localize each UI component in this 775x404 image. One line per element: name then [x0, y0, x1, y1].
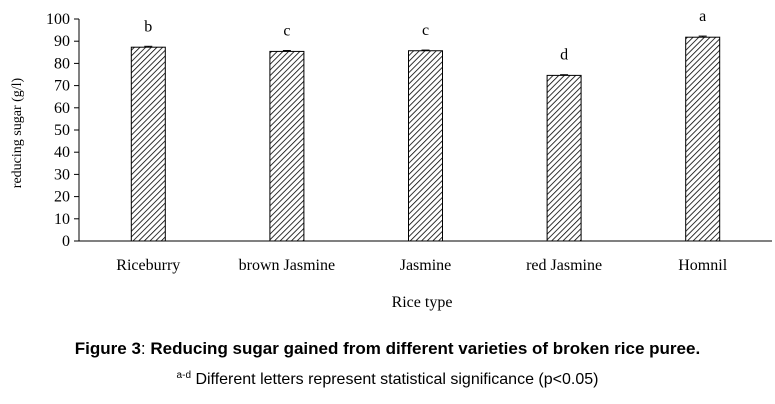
x-tick-label: red Jasmine	[526, 257, 602, 274]
y-tick-label: 30	[54, 166, 70, 183]
significance-note: a-d Different letters represent statisti…	[0, 370, 775, 389]
bar-chart: 0 10 20 30 40 50 60 70 80 90 100 b c c d a Riceburry br…	[10, 8, 772, 311]
bar	[685, 36, 721, 242]
bar	[130, 46, 166, 242]
y-tick-label: 10	[54, 211, 70, 228]
x-tick-label: brown Jasmine	[239, 257, 335, 274]
bar	[408, 50, 443, 242]
significance-letter: a	[699, 8, 706, 25]
y-tick-label: 90	[54, 33, 70, 50]
x-axis-tick-labels: Riceburry brown Jasmine Jasmine red Jasmine…	[116, 257, 727, 274]
y-tick-label: 80	[54, 55, 70, 72]
caption-text: Reducing sugar gained from different var…	[145, 339, 701, 358]
significance-letters: b c c d a	[144, 8, 706, 64]
significance-letter: b	[144, 18, 152, 35]
y-tick-label: 60	[54, 100, 70, 117]
y-tick-label: 70	[54, 78, 70, 95]
x-tick-label: Jasmine	[400, 257, 452, 274]
y-tick-label: 0	[62, 233, 70, 250]
y-axis-title: reducing sugar (g/l)	[10, 77, 25, 188]
bar	[546, 74, 582, 242]
note-superscript: a-d	[176, 370, 191, 381]
bars	[130, 35, 721, 242]
x-tick-label: Homnil	[678, 257, 727, 274]
note-text: Different letters represent statistical …	[191, 371, 599, 388]
y-axis-ticks: 0 10 20 30 40 50 60 70 80 90 100	[46, 11, 79, 250]
y-tick-label: 50	[54, 122, 70, 139]
significance-letter: c	[422, 22, 429, 39]
significance-letter: d	[560, 47, 568, 64]
bar	[269, 50, 305, 242]
caption-separator: :	[140, 339, 146, 358]
y-tick-label: 20	[54, 189, 70, 206]
figure-caption: Figure 3: Reducing sugar gained from dif…	[0, 339, 775, 359]
significance-letter: c	[283, 23, 290, 40]
y-tick-label: 100	[46, 11, 70, 28]
y-tick-label: 40	[54, 144, 70, 161]
x-axis-title: Rice type	[392, 294, 453, 311]
figure-label: Figure 3	[74, 339, 141, 358]
x-tick-label: Riceburry	[116, 257, 180, 274]
